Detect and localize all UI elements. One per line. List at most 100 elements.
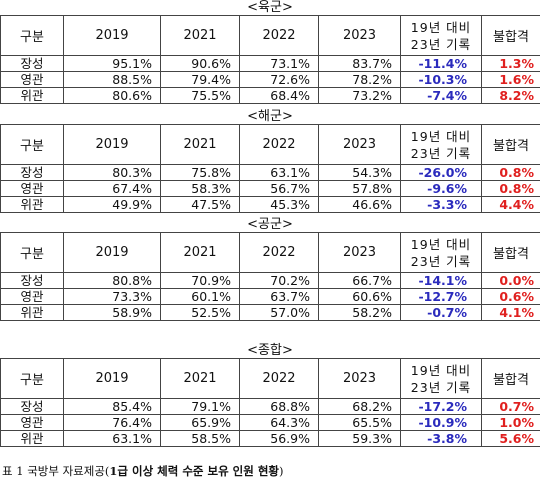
rank-cell: 장성 (0, 398, 64, 415)
value-2023-cell: 68.2% (318, 398, 401, 415)
value-2022-cell: 73.1% (239, 55, 319, 72)
table-row: 위관 63.1% 58.5% 56.9% 59.3% -3.8% 5.6% (0, 430, 540, 447)
value-2021-cell: 75.8% (160, 164, 240, 181)
diff-cell: -17.2% (400, 398, 482, 415)
table-row: 영관 76.4% 65.9% 64.3% 65.5% -10.9% 1.0% (0, 414, 540, 431)
header-2022: 2022 (239, 232, 319, 273)
value-2022-cell: 45.3% (239, 196, 319, 213)
table-caption: 표 1 국방부 자료제공(1급 이상 체력 수준 보유 인원 현황) (2, 464, 283, 478)
section-title-navy: <해군> (247, 109, 293, 124)
table-navy: 구분 2019 2021 2022 2023 19년 대비 23년 기록 불합격 … (0, 124, 540, 213)
diff-cell: -14.1% (400, 272, 482, 289)
value-2023-cell: 57.8% (318, 180, 401, 197)
header-2023: 2023 (318, 358, 401, 399)
value-2021-cell: 70.9% (160, 272, 240, 289)
table-total: 구분 2019 2021 2022 2023 19년 대비 23년 기록 불합격 … (0, 358, 540, 447)
header-2023: 2023 (318, 124, 401, 165)
value-2023-cell: 58.2% (318, 304, 401, 321)
value-2019-cell: 49.9% (63, 196, 161, 213)
value-2019-cell: 67.4% (63, 180, 161, 197)
header-fail: 불합격 (481, 358, 540, 399)
value-2021-cell: 75.5% (160, 87, 240, 104)
value-2022-cell: 63.1% (239, 164, 319, 181)
table-header-row: 구분 2019 2021 2022 2023 19년 대비 23년 기록 불합격 (0, 124, 540, 165)
value-2023-cell: 73.2% (318, 87, 401, 104)
diff-cell: -26.0% (400, 164, 482, 181)
value-2022-cell: 57.0% (239, 304, 319, 321)
value-2023-cell: 54.3% (318, 164, 401, 181)
rank-cell: 장성 (0, 272, 64, 289)
header-2023: 2023 (318, 15, 401, 56)
value-2021-cell: 90.6% (160, 55, 240, 72)
value-2019-cell: 80.3% (63, 164, 161, 181)
value-2022-cell: 72.6% (239, 71, 319, 88)
diff-cell: -10.9% (400, 414, 482, 431)
fail-cell: 0.8% (481, 180, 540, 197)
header-diff-line2: 23년 기록 (410, 379, 472, 395)
header-diff-line2: 23년 기록 (410, 36, 472, 52)
value-2022-cell: 70.2% (239, 272, 319, 289)
rank-cell: 장성 (0, 55, 64, 72)
diff-cell: -3.3% (400, 196, 482, 213)
caption-prefix: 표 1 국방부 자료제공( (2, 464, 110, 478)
rank-cell: 영관 (0, 71, 64, 88)
diff-cell: -9.6% (400, 180, 482, 197)
diff-cell: -11.4% (400, 55, 482, 72)
rank-cell: 위관 (0, 87, 64, 104)
value-2019-cell: 73.3% (63, 288, 161, 305)
header-diff-line1: 19년 대비 (410, 362, 472, 378)
value-2021-cell: 52.5% (160, 304, 240, 321)
value-2021-cell: 58.5% (160, 430, 240, 447)
value-2021-cell: 79.4% (160, 71, 240, 88)
header-2021: 2021 (160, 124, 240, 165)
header-diff-line2: 23년 기록 (410, 253, 472, 269)
table-body: 장성 80.8% 70.9% 70.2% 66.7% -14.1% 0.0% 영관 73.3% 6… (0, 272, 540, 321)
table-body: 장성 95.1% 90.6% 73.1% 83.7% -11.4% 1.3% 영관 88.5% 7… (0, 55, 540, 104)
header-2022: 2022 (239, 358, 319, 399)
fail-cell: 0.8% (481, 164, 540, 181)
value-2023-cell: 66.7% (318, 272, 401, 289)
value-2022-cell: 64.3% (239, 414, 319, 431)
table-row: 위관 80.6% 75.5% 68.4% 73.2% -7.4% 8.2% (0, 87, 540, 104)
value-2022-cell: 56.7% (239, 180, 319, 197)
rank-cell: 위관 (0, 196, 64, 213)
rank-cell: 영관 (0, 414, 64, 431)
header-diff-line1: 19년 대비 (410, 19, 472, 35)
header-2019: 2019 (63, 358, 161, 399)
section-title-airforce: <공군> (247, 217, 293, 232)
value-2023-cell: 46.6% (318, 196, 401, 213)
value-2019-cell: 95.1% (63, 55, 161, 72)
fail-cell: 1.6% (481, 71, 540, 88)
value-2023-cell: 59.3% (318, 430, 401, 447)
table-army: 구분 2019 2021 2022 2023 19년 대비 23년 기록 불합격 … (0, 15, 540, 104)
value-2021-cell: 47.5% (160, 196, 240, 213)
value-2019-cell: 63.1% (63, 430, 161, 447)
header-2019: 2019 (63, 15, 161, 56)
header-fail: 불합격 (481, 15, 540, 56)
value-2023-cell: 83.7% (318, 55, 401, 72)
value-2023-cell: 60.6% (318, 288, 401, 305)
table-airforce: 구분 2019 2021 2022 2023 19년 대비 23년 기록 불합격 … (0, 232, 540, 321)
value-2021-cell: 79.1% (160, 398, 240, 415)
table-header-row: 구분 2019 2021 2022 2023 19년 대비 23년 기록 불합격 (0, 232, 540, 273)
header-diff-line2: 23년 기록 (410, 145, 472, 161)
fail-cell: 0.7% (481, 398, 540, 415)
header-fail: 불합격 (481, 124, 540, 165)
section-title-total: <종합> (247, 343, 293, 358)
rank-cell: 영관 (0, 180, 64, 197)
rank-cell: 위관 (0, 430, 64, 447)
value-2022-cell: 68.4% (239, 87, 319, 104)
caption-suffix: ) (278, 464, 284, 478)
table-row: 장성 95.1% 90.6% 73.1% 83.7% -11.4% 1.3% (0, 55, 540, 72)
header-diff-line1: 19년 대비 (410, 128, 472, 144)
value-2021-cell: 60.1% (160, 288, 240, 305)
value-2019-cell: 76.4% (63, 414, 161, 431)
header-2021: 2021 (160, 232, 240, 273)
header-rank: 구분 (0, 358, 64, 399)
header-2023: 2023 (318, 232, 401, 273)
table-header-row: 구분 2019 2021 2022 2023 19년 대비 23년 기록 불합격 (0, 358, 540, 399)
table-row: 위관 58.9% 52.5% 57.0% 58.2% -0.7% 4.1% (0, 304, 540, 321)
value-2021-cell: 65.9% (160, 414, 240, 431)
fail-cell: 1.0% (481, 414, 540, 431)
header-2022: 2022 (239, 15, 319, 56)
